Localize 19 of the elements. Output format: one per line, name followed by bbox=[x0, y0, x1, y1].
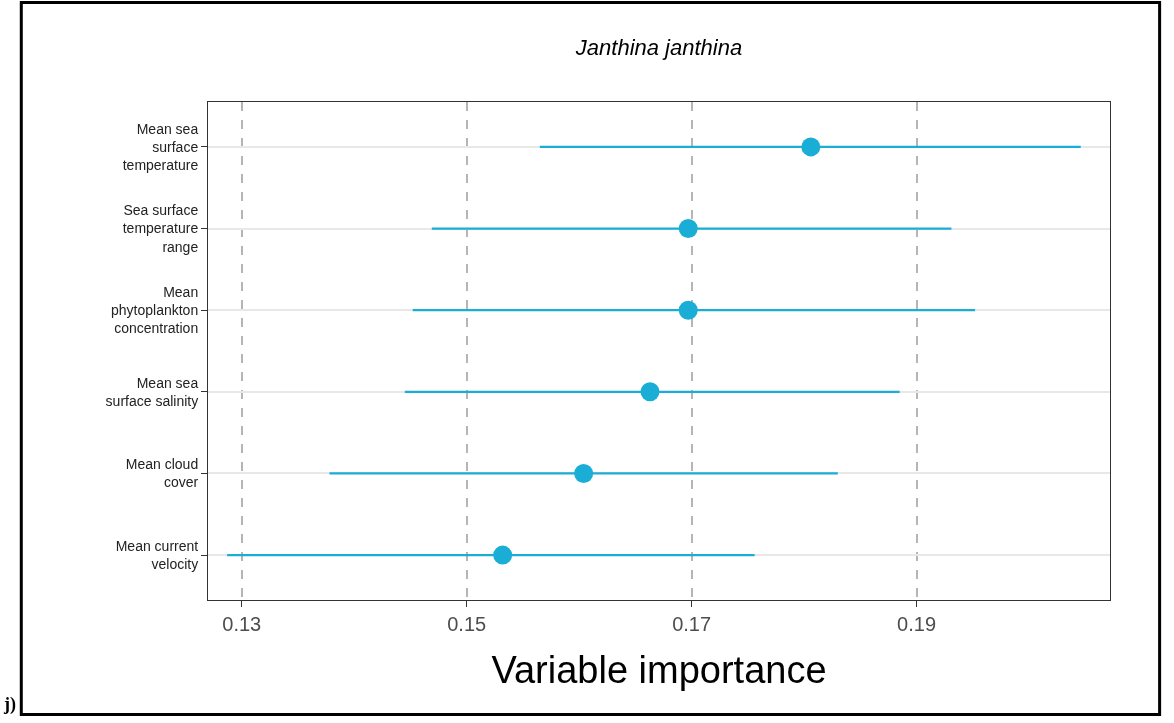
x-tick-label: 0.19 bbox=[897, 613, 937, 635]
x-axis-title: Variable importance bbox=[491, 649, 827, 692]
y-tick-label: Mean cloud cover bbox=[125, 456, 199, 491]
x-tick-label: 0.17 bbox=[672, 613, 712, 635]
y-tick-label: Mean sea surface temperature bbox=[122, 120, 199, 173]
point bbox=[678, 300, 698, 320]
y-tick-label: Sea surface temperature range bbox=[122, 202, 199, 255]
point bbox=[640, 382, 660, 402]
y-tick-label: Mean current velocity bbox=[115, 537, 199, 573]
point bbox=[801, 137, 821, 157]
y-tick-label: Mean phytoplankton concentration bbox=[111, 283, 199, 337]
text: j) bbox=[3, 694, 16, 715]
point bbox=[678, 219, 698, 239]
point bbox=[574, 463, 594, 483]
point bbox=[493, 545, 513, 565]
x-tick-label: 0.13 bbox=[222, 613, 262, 635]
x-tick-label: 0.15 bbox=[447, 613, 487, 635]
chart-title: Janthina janthina bbox=[574, 34, 743, 60]
y-tick-label: Mean sea surface salinity bbox=[105, 374, 199, 409]
